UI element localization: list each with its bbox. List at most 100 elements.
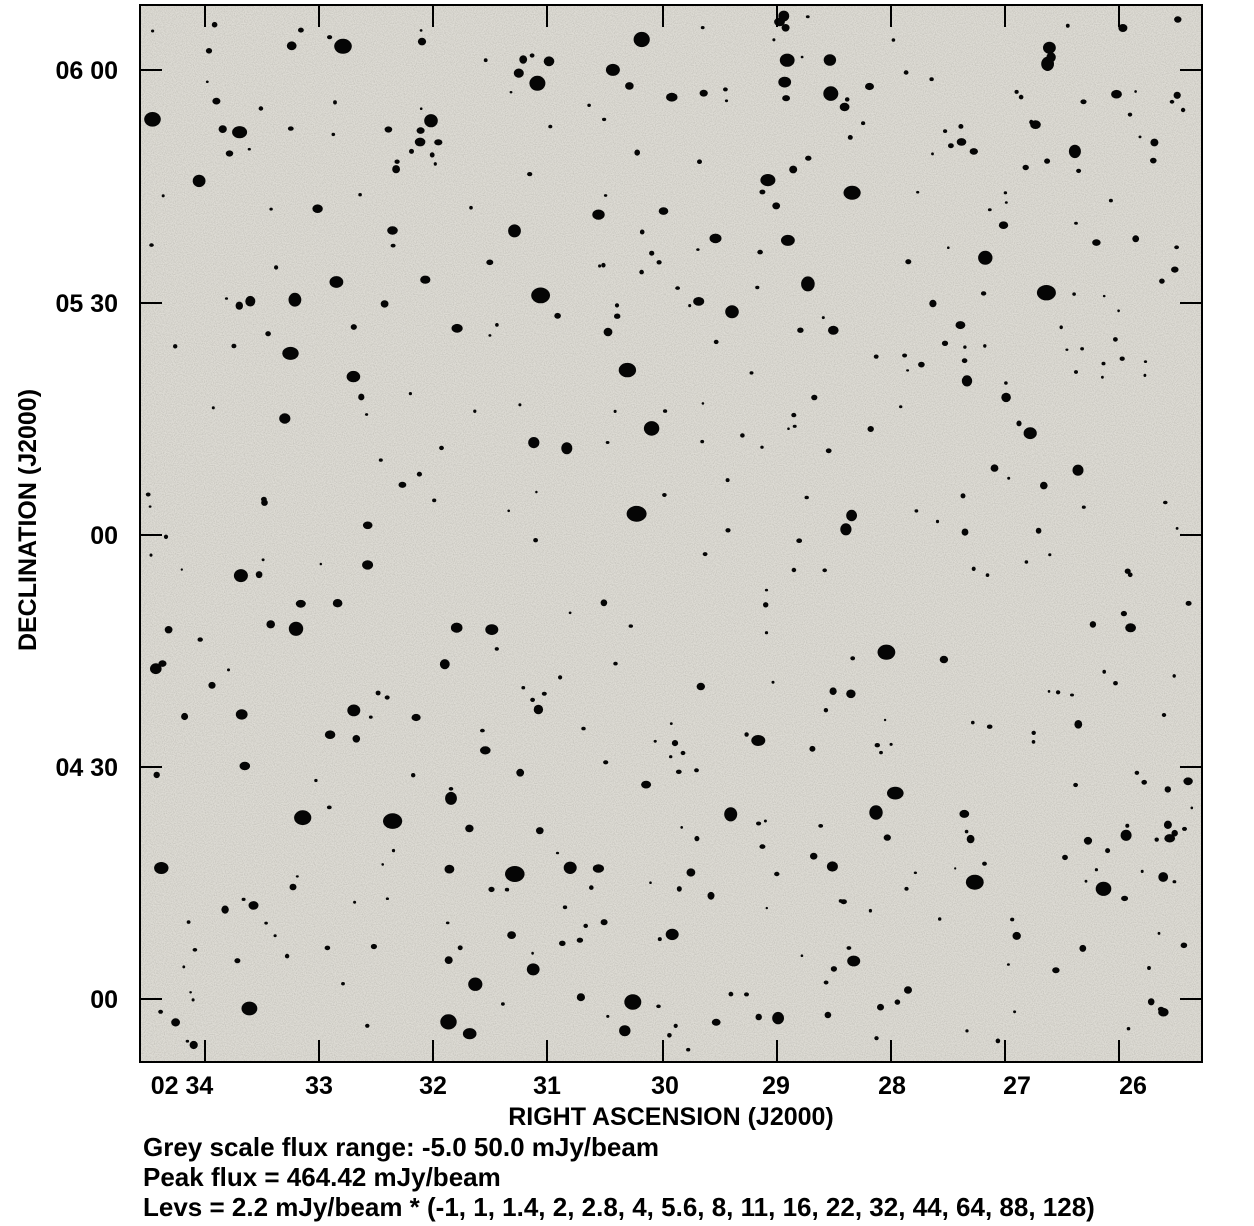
source — [725, 478, 730, 483]
source — [602, 117, 607, 122]
source — [261, 558, 265, 562]
source — [1073, 782, 1078, 788]
source — [541, 691, 547, 696]
source — [867, 426, 874, 432]
source — [390, 243, 396, 248]
source — [1125, 623, 1136, 633]
source — [529, 75, 546, 91]
source — [164, 626, 173, 634]
source — [191, 998, 195, 1002]
source — [592, 209, 605, 220]
source — [1171, 829, 1178, 837]
source — [702, 552, 708, 557]
source — [212, 97, 221, 105]
source — [800, 954, 804, 957]
source — [828, 325, 839, 335]
source — [218, 125, 227, 133]
source — [192, 174, 206, 188]
source — [823, 980, 829, 985]
source — [592, 864, 605, 873]
source — [961, 528, 969, 536]
source — [995, 1038, 1001, 1044]
source — [939, 655, 949, 664]
source — [725, 528, 731, 533]
source — [1117, 309, 1120, 313]
source — [1010, 917, 1015, 922]
source — [173, 344, 178, 349]
source — [258, 106, 264, 111]
source — [680, 826, 683, 829]
source — [779, 53, 795, 67]
source — [883, 834, 891, 841]
source — [675, 286, 680, 290]
source — [1074, 221, 1078, 225]
source — [269, 207, 273, 211]
source — [965, 874, 984, 890]
source — [1036, 285, 1056, 301]
source — [508, 224, 521, 238]
source — [189, 991, 192, 994]
source — [298, 27, 304, 33]
source — [764, 631, 769, 635]
source — [394, 159, 400, 164]
source — [1172, 880, 1177, 884]
source — [1182, 826, 1187, 831]
source — [1150, 157, 1157, 164]
source — [329, 276, 344, 288]
source — [488, 886, 495, 893]
source — [235, 301, 243, 310]
source — [986, 724, 993, 729]
source — [1018, 94, 1024, 100]
source — [626, 505, 647, 522]
source — [811, 394, 818, 401]
source — [846, 689, 856, 699]
source — [568, 611, 572, 615]
source — [1065, 23, 1070, 28]
source — [667, 1033, 672, 1038]
source — [843, 185, 861, 200]
source — [445, 921, 450, 925]
source — [772, 202, 781, 210]
source — [666, 92, 678, 102]
y-tick-label: 05 30 — [55, 290, 118, 318]
source — [665, 928, 679, 941]
source — [312, 204, 323, 213]
source — [1031, 740, 1036, 744]
x-tick-label: 33 — [305, 1072, 333, 1100]
source — [618, 362, 637, 378]
source — [904, 986, 912, 994]
source — [823, 708, 829, 713]
source — [245, 295, 256, 307]
x-axis-label: RIGHT ASCENSION (J2000) — [508, 1103, 834, 1131]
source — [1138, 135, 1142, 139]
source — [225, 150, 234, 157]
source — [960, 493, 966, 499]
source — [723, 87, 728, 92]
source — [1169, 99, 1175, 104]
source — [818, 824, 824, 828]
caption-line: Grey scale flux range: -5.0 50.0 mJy/bea… — [143, 1132, 659, 1162]
source — [151, 29, 155, 33]
source — [914, 509, 919, 513]
source — [398, 481, 407, 488]
source — [439, 659, 450, 670]
source — [701, 402, 705, 405]
source — [182, 965, 186, 969]
source — [711, 1018, 721, 1026]
source — [969, 148, 978, 155]
source — [432, 498, 437, 503]
source — [1183, 777, 1193, 786]
source — [781, 234, 795, 246]
source — [847, 955, 861, 967]
source — [387, 226, 398, 235]
source — [1164, 834, 1176, 843]
source — [149, 243, 154, 247]
source — [680, 750, 686, 756]
source — [1072, 464, 1084, 476]
source — [1004, 201, 1008, 204]
source — [266, 620, 276, 629]
source — [434, 139, 443, 146]
source — [791, 567, 797, 573]
source — [1004, 381, 1008, 385]
